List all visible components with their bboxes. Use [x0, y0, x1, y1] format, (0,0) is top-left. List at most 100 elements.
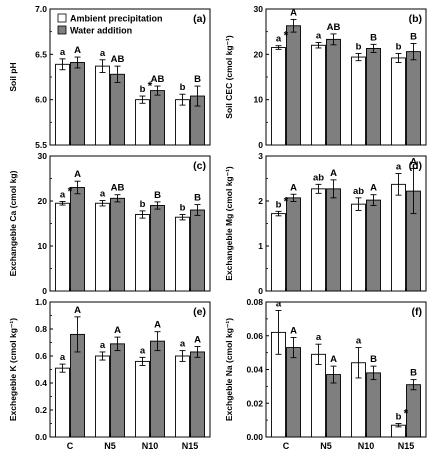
significance-letter: a [60, 352, 66, 363]
significance-letter: a [396, 162, 402, 173]
x-tick-label: C [67, 441, 74, 451]
bar-ambient [175, 99, 190, 146]
y-tick-label: 0.04 [246, 365, 263, 375]
bar-water [366, 372, 381, 438]
y-axis-label: Exchangeble Mg (cmol kg⁻¹) [224, 166, 234, 281]
bar-ambient [55, 63, 70, 146]
y-axis-label: Soil pH [8, 62, 18, 91]
significance-letter: A [330, 168, 337, 179]
bar-ambient [311, 353, 326, 438]
y-tick-label: 20 [254, 49, 264, 59]
significance-letter: b [396, 412, 402, 423]
significance-letter: A [290, 325, 297, 336]
y-tick-label: 10 [254, 95, 264, 105]
bar-ambient [135, 360, 150, 438]
legend-label-water: Water addition [70, 26, 132, 36]
y-tick-label: 0 [258, 140, 263, 150]
bar-ambient [311, 188, 326, 292]
significance-star: * [68, 184, 73, 198]
y-tick-label: 3 [258, 151, 263, 161]
significance-letter: a [100, 48, 106, 59]
significance-letter: b [180, 82, 186, 93]
y-tick-label: 0.8 [35, 324, 47, 334]
bar-ambient [55, 202, 70, 292]
bar-ambient [351, 203, 366, 292]
y-tick-label: 0.02 [246, 398, 263, 408]
significance-letter: A [154, 320, 161, 331]
significance-letter: A [74, 45, 81, 56]
bar-water [326, 188, 341, 292]
bar-ambient [311, 44, 326, 146]
panel-letter: (e) [193, 306, 206, 318]
y-tick-label: 2 [258, 196, 263, 206]
x-tick-label: N10 [358, 441, 375, 451]
y-tick-label: 0 [258, 286, 263, 296]
bar-water [286, 347, 301, 438]
y-axis-label: Soil CEC (cmol kg⁻¹) [224, 35, 234, 119]
y-tick-label: 30 [38, 151, 48, 161]
significance-letter: A [330, 354, 337, 365]
significance-letter: ab [313, 172, 324, 183]
bar-water [110, 73, 125, 146]
panel-e: 0.0 0.2 0.4 0.6 0.8 1.0 Exchegeble K (cmol kg⁻… [8, 297, 211, 451]
bar-water [70, 187, 85, 292]
significance-letter: AB [151, 74, 165, 85]
y-tick-label: 0 [42, 286, 47, 296]
significance-letter: B [370, 354, 377, 365]
bar-ambient [55, 367, 70, 438]
y-tick-label: 30 [254, 4, 264, 14]
y-tick-label: 0.00 [246, 432, 263, 442]
significance-letter: AB [111, 54, 125, 65]
significance-letter: ab [353, 186, 364, 197]
bar-water [190, 351, 205, 438]
significance-letter: b [276, 199, 282, 210]
panel-letter: (b) [409, 13, 422, 25]
bar-water [366, 199, 381, 292]
bar-ambient [271, 213, 286, 292]
bar-ambient [135, 214, 150, 292]
significance-letter: a [100, 340, 106, 351]
bar-water [110, 343, 125, 438]
significance-letter: B [370, 32, 377, 43]
significance-letter: a [60, 189, 66, 200]
bar-water [286, 25, 301, 146]
significance-letter: a [356, 336, 362, 347]
bar-water [326, 38, 341, 146]
bar-water [110, 197, 125, 292]
legend-swatch-water [57, 25, 67, 35]
bar-ambient [95, 355, 110, 438]
bar-ambient [175, 355, 190, 438]
significance-letter: b [356, 41, 362, 52]
significance-letter: b [180, 203, 186, 214]
y-axis-label: Exchgeble Na (cmol kg⁻¹) [224, 318, 234, 421]
y-tick-label: 7.0 [35, 4, 47, 14]
panel-f: 0.00 0.02 0.04 0.06 0.08 Exchgeble Na (cmol k… [224, 297, 427, 451]
significance-star: * [404, 407, 409, 421]
significance-letter: A [114, 325, 121, 336]
bar-water [326, 374, 341, 438]
bar-water [406, 384, 421, 438]
significance-letter: B [410, 31, 417, 42]
significance-letter: A [194, 335, 201, 346]
y-tick-label: 1.0 [35, 297, 47, 307]
y-tick-label: 0.6 [35, 351, 47, 361]
y-tick-label: 0.2 [35, 405, 47, 415]
y-tick-label: 0.0 [35, 432, 47, 442]
panel-letter: (a) [193, 13, 206, 25]
x-tick-label: N15 [398, 441, 415, 451]
x-tick-label: N5 [320, 441, 332, 451]
significance-letter: AB [327, 22, 341, 33]
significance-letter: B [410, 368, 417, 379]
significance-letter: b [140, 199, 146, 210]
y-tick-label: 1 [258, 241, 263, 251]
bar-ambient [175, 216, 190, 292]
x-tick-label: N10 [142, 441, 159, 451]
significance-letter: b [396, 41, 402, 52]
bar-water [150, 340, 165, 438]
